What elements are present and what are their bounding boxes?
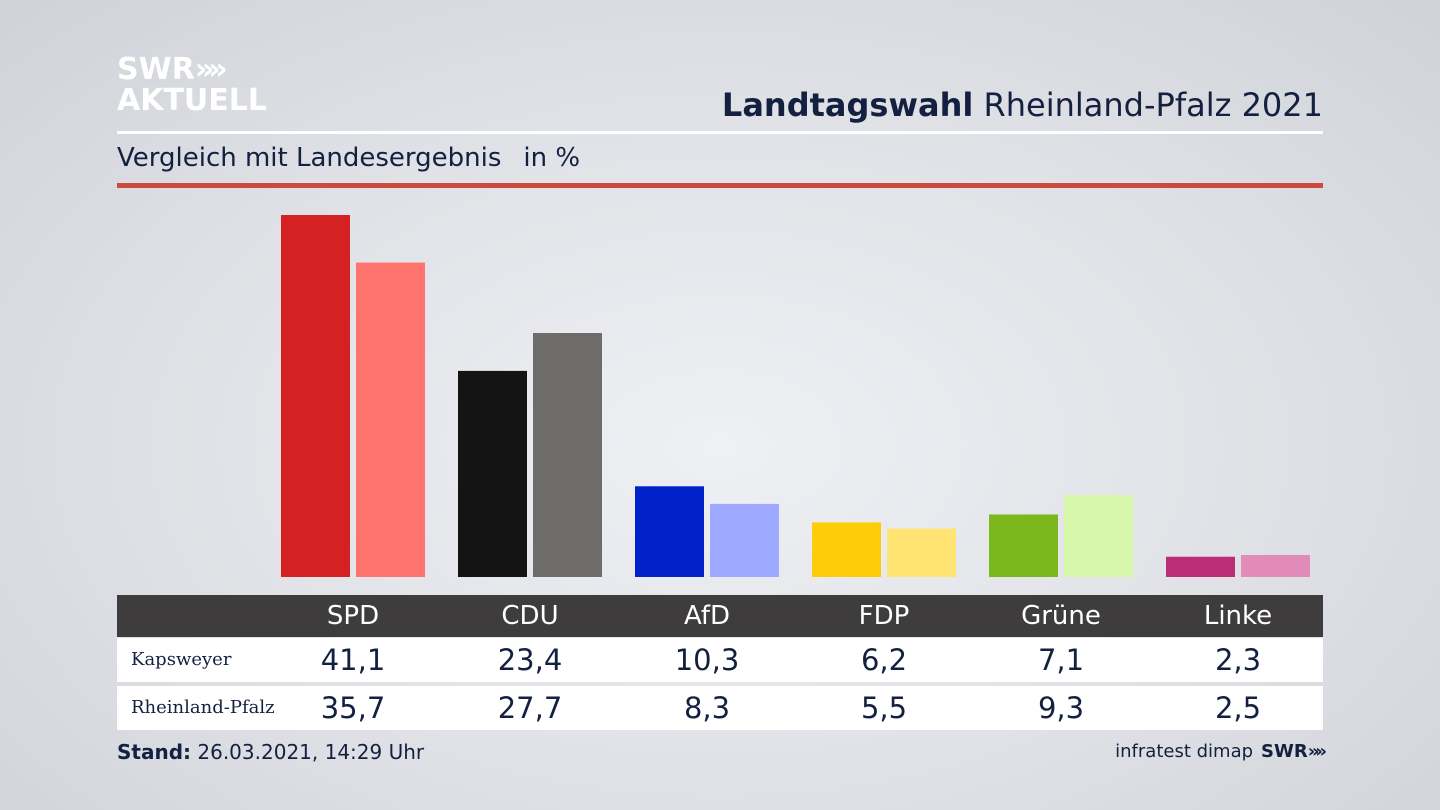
subtitle-text: Vergleich mit Landesergebnis (117, 143, 502, 173)
bar-cdu-kapsweyer (458, 370, 527, 577)
bar-linke-kapsweyer (1166, 556, 1235, 577)
bar-linke-rheinland-pfalz (1241, 554, 1310, 577)
value-cdu-kapsweyer: 23,4 (497, 643, 563, 677)
table-header: SPD CDU AfD FDP Grüne Linke (117, 595, 1323, 637)
logo-swr: SWR (117, 52, 195, 87)
value-gruene-kapsweyer: 7,1 (1037, 643, 1085, 677)
table-row-kapsweyer: Kapsweyer 41,1 23,4 10,3 6,2 7,1 2,3 (117, 638, 1323, 682)
bar-afd-rheinland-pfalz (710, 503, 779, 577)
swr-aktuell-logo: SWR»» AKTUELL (117, 54, 267, 116)
value-afd-kapsweyer: 10,3 (674, 643, 740, 677)
column-header-linke: Linke (1203, 601, 1273, 631)
column-header-fdp: FDP (858, 601, 910, 631)
title-rest: Rheinland-Pfalz 2021 (983, 86, 1323, 124)
timestamp: Stand: 26.03.2021, 14:29 Uhr (117, 740, 424, 764)
row-label: Kapsweyer (131, 649, 232, 670)
source-name: infratest dimap (1115, 741, 1254, 762)
column-header-spd: SPD (326, 601, 380, 631)
stand-label: Stand: (117, 740, 192, 764)
value-spd-rheinland-pfalz: 35,7 (320, 691, 386, 725)
bar-afd-kapsweyer (635, 486, 704, 577)
stand-value: 26.03.2021, 14:29 Uhr (197, 740, 425, 764)
title-divider (117, 131, 1323, 134)
bar-gruene-kapsweyer (989, 514, 1058, 577)
value-spd-kapsweyer: 41,1 (320, 643, 386, 677)
value-fdp-rheinland-pfalz: 5,5 (860, 691, 908, 725)
value-linke-kapsweyer: 2,3 (1214, 643, 1262, 677)
bar-fdp-rheinland-pfalz (887, 528, 956, 577)
bar-fdp-kapsweyer (812, 522, 881, 577)
table-row-rheinland-pfalz: Rheinland-Pfalz 35,7 27,7 8,3 5,5 9,3 2,5 (117, 686, 1323, 730)
bar-cdu-rheinland-pfalz (533, 333, 602, 577)
value-fdp-kapsweyer: 6,2 (860, 643, 908, 677)
swr-arrows-icon-2: » (1315, 741, 1326, 762)
swr-brand: SWR»» (1261, 741, 1327, 762)
source-credit: infratest dimap SWR»» (1115, 741, 1327, 762)
column-header-afd: AfD (683, 601, 731, 631)
bar-gruene-rheinland-pfalz (1064, 495, 1133, 577)
subtitle-unit: in % (523, 143, 581, 173)
bar-spd-kapsweyer (281, 215, 350, 577)
logo-aktuell: AKTUELL (117, 83, 268, 118)
chart-subtitle: Vergleich mit Landesergebnis in % (117, 143, 580, 173)
value-linke-rheinland-pfalz: 2,5 (1214, 691, 1262, 725)
column-header-gruene: Grüne (1021, 601, 1101, 631)
value-gruene-rheinland-pfalz: 9,3 (1037, 691, 1085, 725)
column-header-cdu: CDU (501, 601, 559, 631)
row-label: Rheinland-Pfalz (131, 697, 275, 718)
swr-brand-text: SWR (1261, 741, 1308, 762)
swr-arrows-icon: » (1307, 741, 1319, 762)
bar-spd-rheinland-pfalz (356, 262, 425, 577)
value-afd-rheinland-pfalz: 8,3 (683, 691, 731, 725)
title-bold: Landtagswahl (721, 86, 974, 124)
page-title: Landtagswahl Rheinland-Pfalz 2021 (722, 86, 1323, 124)
subtitle-divider (117, 183, 1323, 188)
value-cdu-rheinland-pfalz: 27,7 (497, 691, 563, 725)
